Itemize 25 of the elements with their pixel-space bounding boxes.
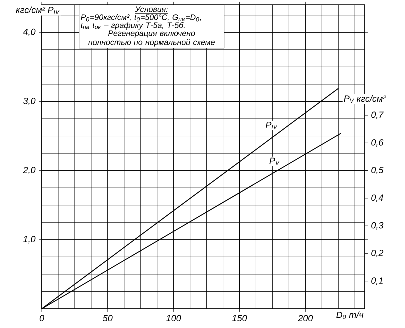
text: P$_{0}$=90кгс/см², t$_{0}$=500°C, G$_{пв}$=D$_{0}$, (81, 14, 202, 22)
y2-tick-label: 0,2 (372, 250, 384, 258)
y-tick-label: 1,0 (24, 236, 36, 244)
y-tick-label: 3,0 (23, 98, 36, 106)
x-axis-title: D$_{0}$ т/ч (336, 312, 364, 320)
y2-tick-label: 0,6 (372, 139, 384, 147)
x-tick-label: 200 (298, 315, 314, 322)
x-tick-label: 150 (232, 315, 248, 322)
annotation: Условия: (135, 6, 168, 12)
x-tick-label: 0 (40, 315, 44, 322)
y-tick-label: 2,0 (23, 167, 36, 175)
y2-axis-title: P$_{V}$ кгс/см² (344, 95, 386, 104)
y2-tick-label: 0,4 (372, 194, 384, 202)
x-tick-label: 100 (166, 315, 182, 322)
y-axis-title: кгс/см² P$_{IV}$ (16, 6, 60, 14)
y2-tick-label: 0,3 (372, 222, 384, 230)
series-label: P$_{IV}$ (266, 122, 278, 130)
x-tick-label: 50 (103, 315, 113, 322)
y2-tick-label: 0,1 (372, 278, 383, 286)
annotation: t$_{пв}$ t$_{ок}$ – графику Т-5а, Т-5б. (81, 22, 185, 30)
y-tick-label: 4,0 (23, 28, 36, 36)
annotation: Регенерация включено полностью по нормальной схеме (88, 30, 215, 47)
y2-tick-label: 0,7 (372, 112, 384, 120)
series-label: P$_{V}$ (270, 158, 280, 166)
y2-tick-label: 0,5 (372, 167, 384, 175)
